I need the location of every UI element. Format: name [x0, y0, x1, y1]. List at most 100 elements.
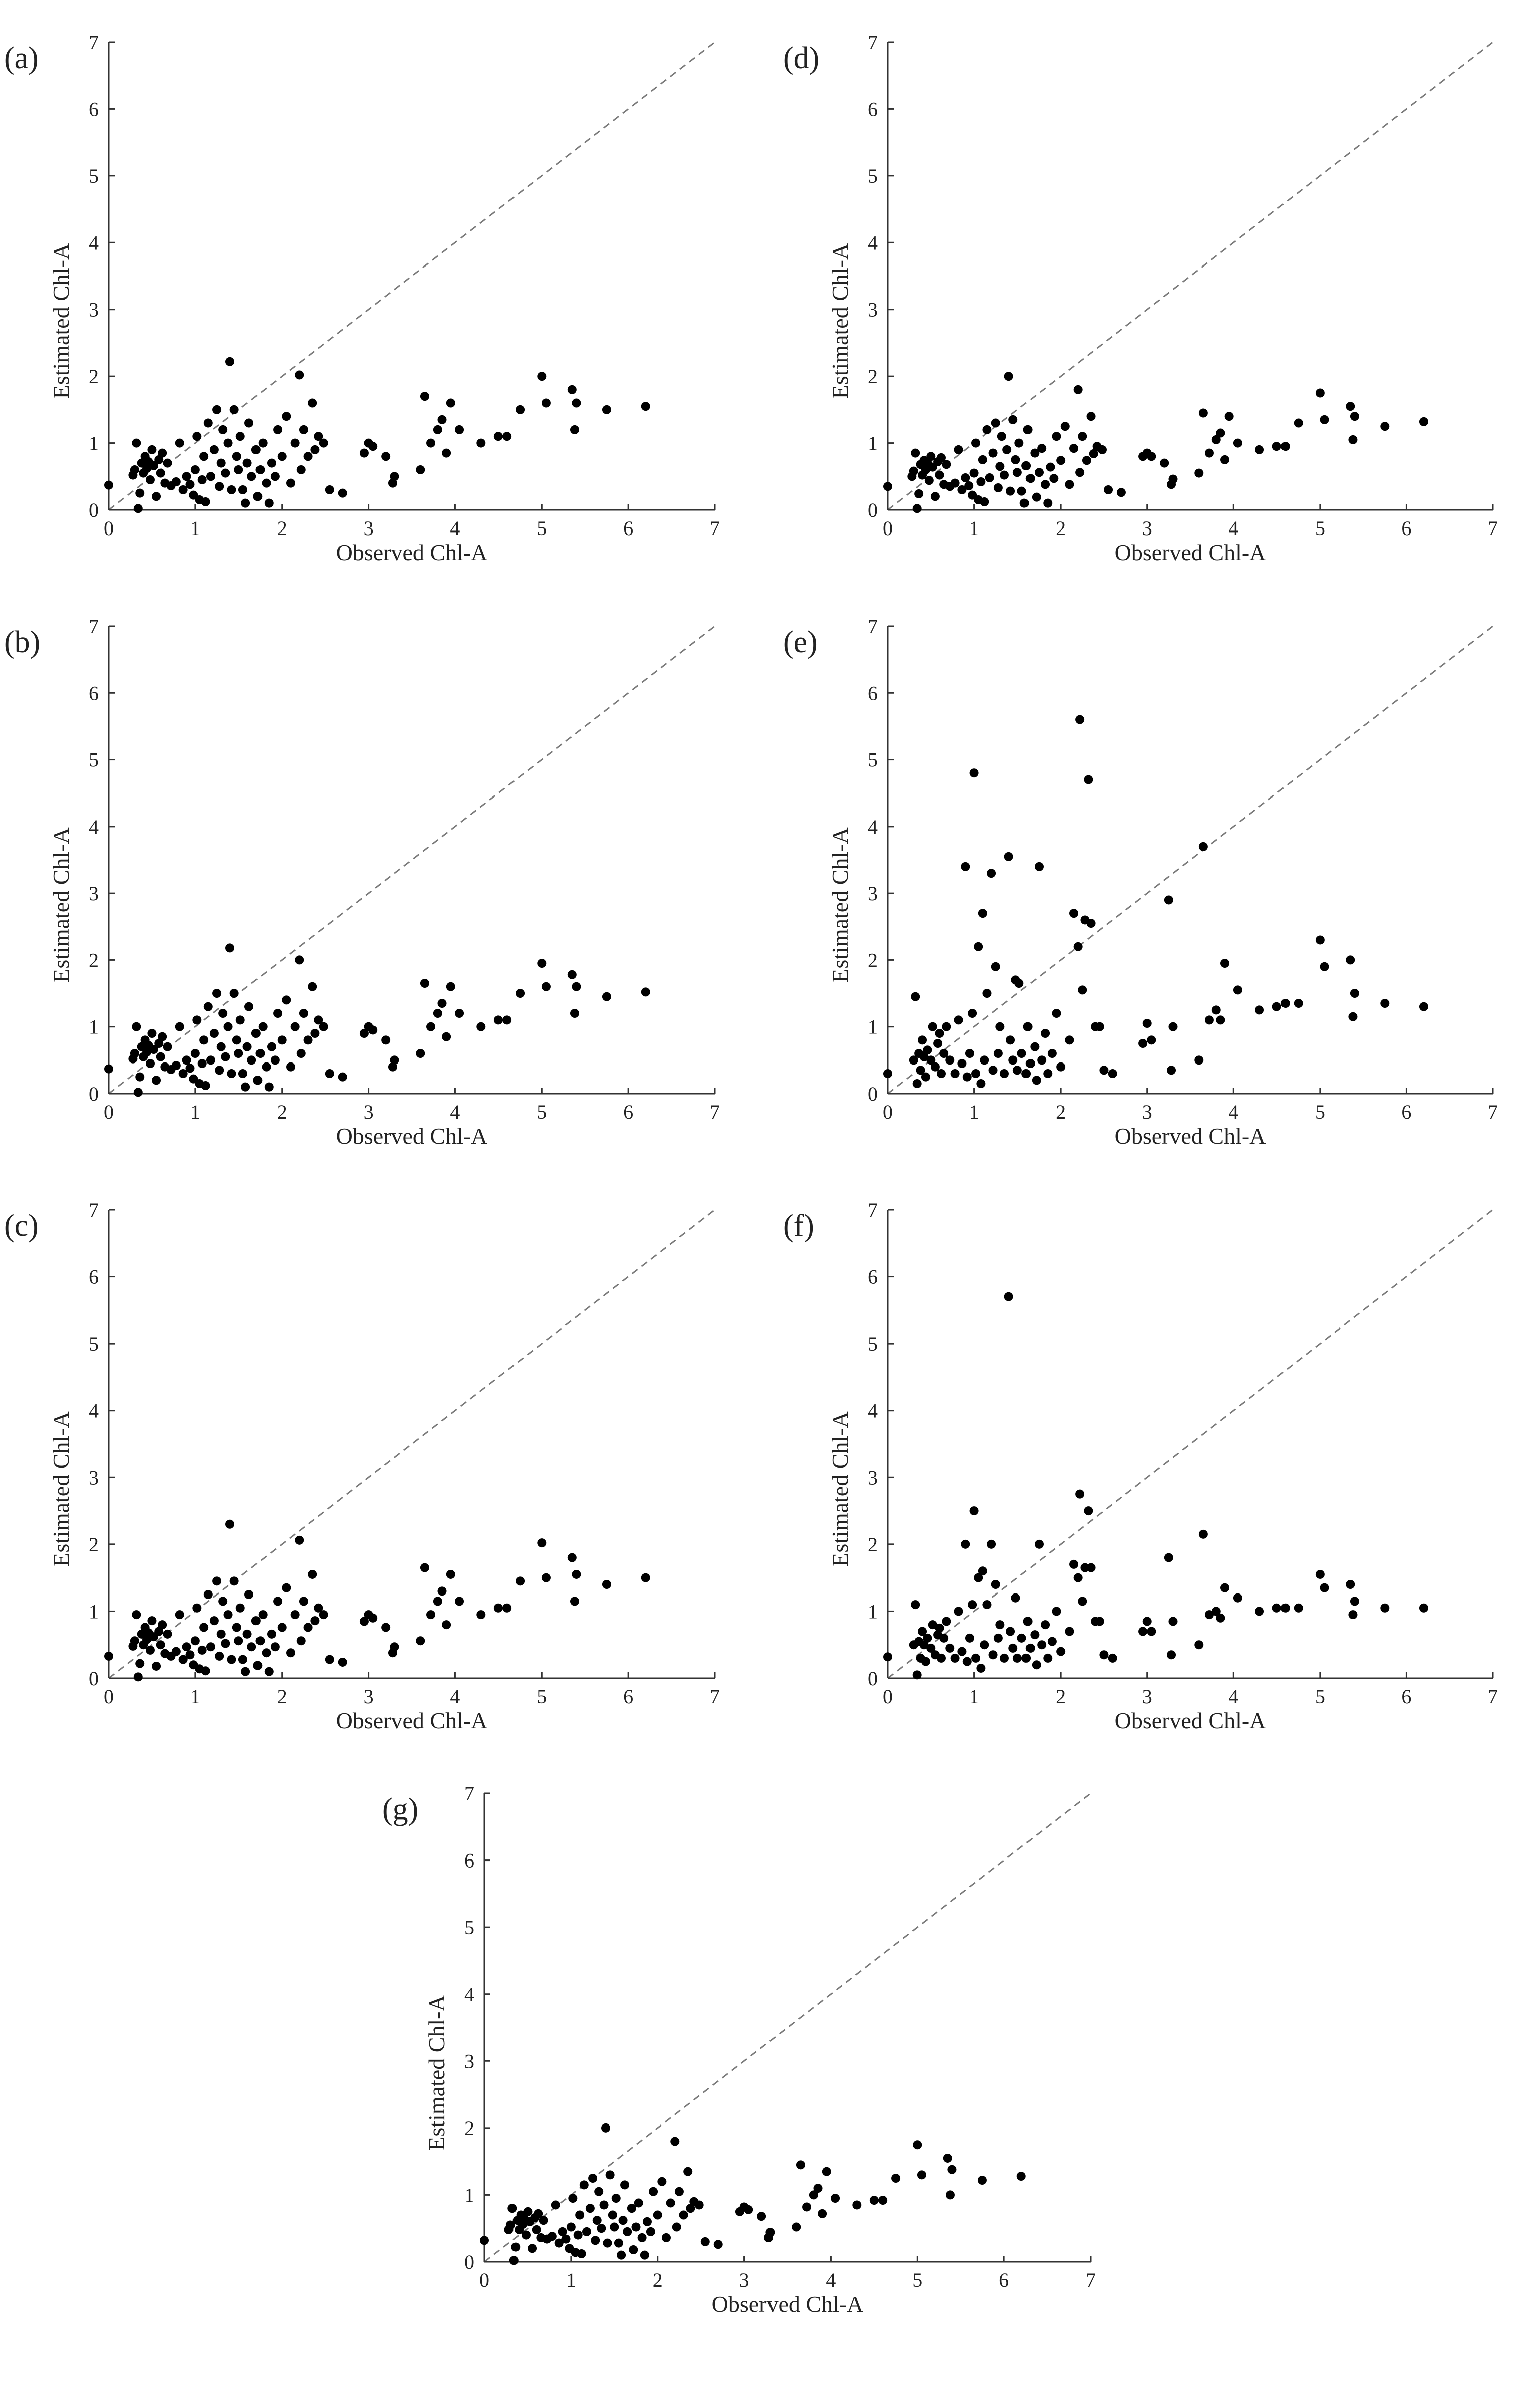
data-point [961, 862, 970, 871]
data-point [182, 1055, 191, 1065]
x-tick-label: 2 [653, 2269, 663, 2291]
data-point [634, 2198, 643, 2208]
data-point [290, 1022, 300, 1031]
data-point [1075, 715, 1085, 724]
data-point [455, 1009, 464, 1018]
data-point [476, 1610, 486, 1620]
data-point [1089, 449, 1098, 458]
data-point [1168, 1617, 1178, 1626]
data-point [1099, 1650, 1109, 1660]
data-point [223, 438, 233, 448]
data-point [961, 1539, 970, 1549]
data-point [255, 465, 265, 474]
y-tick-label: 2 [868, 1533, 878, 1556]
data-point [270, 1642, 280, 1652]
data-point [493, 1603, 503, 1613]
x-tick-label: 3 [364, 1101, 374, 1123]
data-point [267, 1629, 276, 1639]
data-point [241, 498, 250, 508]
data-point [154, 455, 164, 464]
data-point [912, 504, 922, 513]
data-point [995, 1022, 1005, 1031]
data-point [493, 432, 503, 441]
data-point [359, 1617, 369, 1626]
data-point [308, 1569, 317, 1579]
data-point [1084, 775, 1093, 784]
y-tick-label: 3 [464, 2050, 474, 2072]
x-tick-label: 5 [537, 1101, 547, 1123]
data-point [1069, 909, 1079, 918]
data-point [1095, 1617, 1104, 1626]
data-point [1052, 432, 1061, 441]
data-point [988, 1650, 998, 1660]
data-point [235, 432, 245, 441]
data-point [662, 2233, 671, 2242]
data-point [286, 1062, 295, 1072]
data-point [971, 1653, 981, 1663]
data-point [1014, 979, 1024, 988]
data-point [1346, 955, 1355, 965]
data-point [572, 1569, 581, 1579]
data-point [1350, 989, 1359, 998]
data-point [1075, 1489, 1085, 1499]
data-point [1280, 442, 1290, 451]
data-point [437, 999, 447, 1008]
data-point [247, 1642, 256, 1652]
data-point [232, 452, 241, 461]
x-tick-label: 7 [1488, 1101, 1498, 1123]
reference-line-1to1 [887, 41, 1493, 511]
data-point [686, 2204, 695, 2213]
data-point [930, 1062, 940, 1072]
data-point [1035, 862, 1044, 871]
data-point [1346, 1580, 1355, 1589]
data-point [558, 2227, 567, 2236]
x-tick-label: 1 [969, 1101, 979, 1123]
data-point [978, 1566, 987, 1576]
data-point [152, 1661, 161, 1671]
x-tick-label: 4 [1228, 517, 1238, 540]
data-point [883, 482, 892, 491]
data-point [215, 482, 224, 491]
x-tick-label: 0 [104, 1685, 114, 1708]
data-point [303, 1623, 313, 1632]
data-point [570, 1009, 579, 1018]
data-point [197, 1645, 207, 1655]
data-point [918, 1627, 927, 1636]
x-tick-label: 5 [537, 1685, 547, 1708]
data-point [511, 2242, 521, 2252]
data-point [264, 1082, 274, 1092]
data-point [390, 1055, 399, 1065]
data-point [286, 1648, 295, 1658]
data-point [381, 1623, 391, 1632]
data-point [521, 2230, 531, 2240]
x-tick-label: 1 [190, 517, 200, 540]
data-point [1021, 1069, 1031, 1079]
data-point [1008, 1055, 1018, 1065]
x-tick-label: 1 [566, 2269, 576, 2291]
data-point [926, 452, 936, 461]
data-point [933, 1039, 943, 1048]
data-point [290, 1610, 300, 1620]
data-point [1037, 1640, 1047, 1650]
data-point [1255, 445, 1264, 454]
data-point [1004, 852, 1013, 861]
data-point [968, 1600, 977, 1610]
data-point [158, 1032, 167, 1041]
data-point [295, 955, 304, 965]
data-point [381, 1035, 391, 1045]
data-point [368, 442, 378, 451]
data-point [206, 472, 215, 481]
reference-line-1to1 [484, 1792, 1091, 2263]
data-point [1280, 1603, 1290, 1613]
data-point [646, 2227, 655, 2236]
data-point [381, 452, 391, 461]
data-point [597, 2224, 606, 2233]
data-point [133, 1088, 143, 1097]
data-point [919, 1052, 929, 1061]
data-point [602, 405, 611, 414]
data-point [185, 1650, 195, 1660]
y-tick-label: 1 [868, 1016, 878, 1038]
data-point [1012, 468, 1022, 477]
data-point [809, 2190, 818, 2200]
data-point [926, 1643, 936, 1653]
